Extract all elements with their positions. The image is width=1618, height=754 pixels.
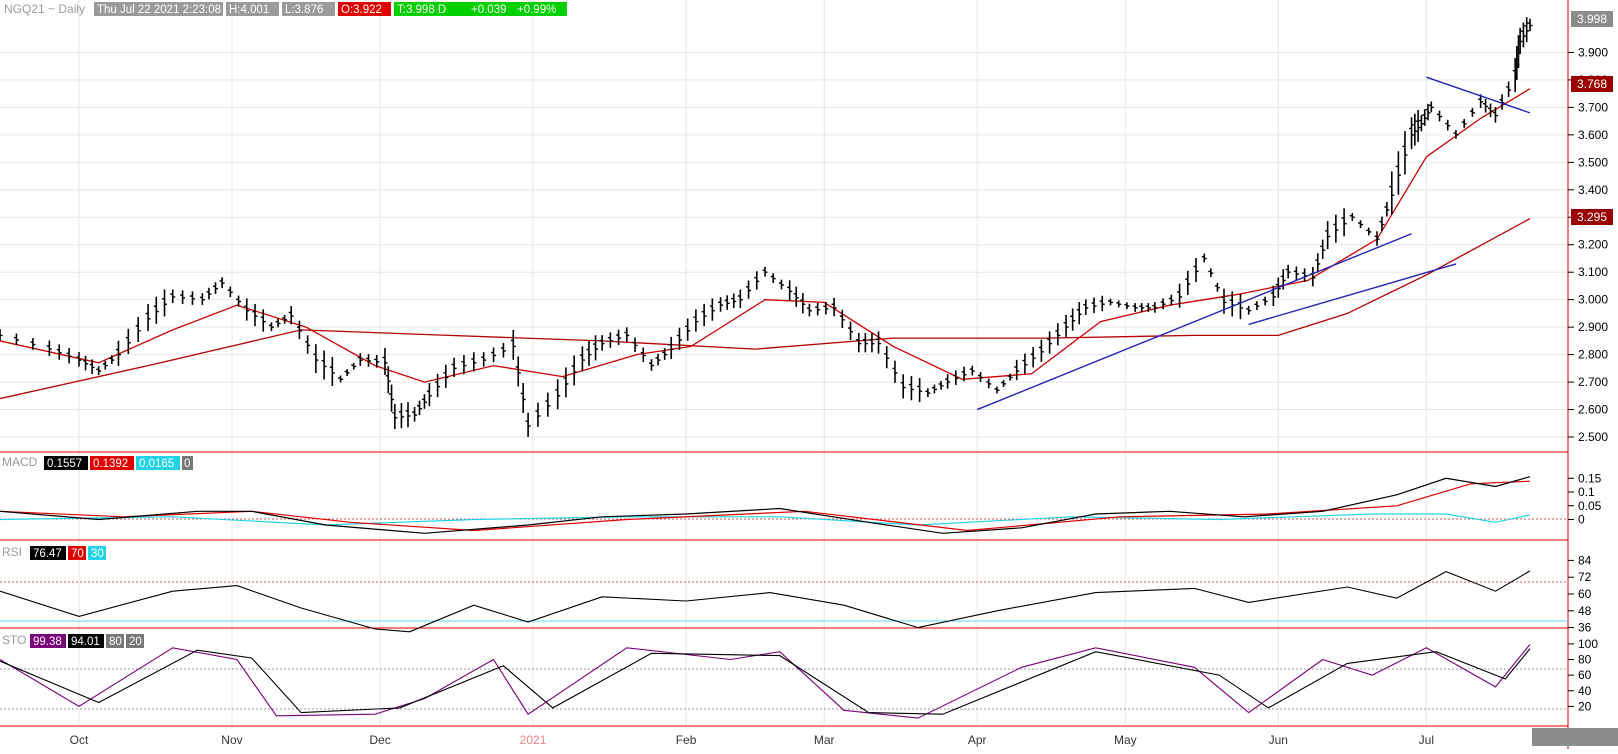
last-price-label: 3.998 [1577,12,1607,26]
ma-slow-badge: 3.295 [1571,209,1613,225]
scroll-thumb[interactable] [1532,728,1618,746]
x-tick-label: Jul [1419,733,1434,747]
price-tick-label: 3.600 [1578,128,1608,142]
pct-label: +0.99% [517,4,556,16]
sto-lower: 20 [129,636,142,648]
high-label: H:4.001 [229,4,269,16]
price-tick-label: 3.500 [1578,155,1608,169]
sto-tick-label: 80 [1578,653,1592,667]
sto-d-value: 94.01 [71,636,100,648]
price-tick-label: 3.200 [1578,238,1608,252]
sto-k-value: 99.38 [33,636,62,648]
x-tick-label: Nov [221,733,242,747]
sto-tick-label: 40 [1578,684,1592,698]
rsi-legend: RSI 76.47 70 30 [2,545,106,560]
sto-upper: 80 [109,636,122,648]
price-tick-label: 2.600 [1578,403,1608,417]
price-tick-label: 2.800 [1578,348,1608,362]
last-price-badge: 3.998 [1571,11,1613,27]
ma-fast-badge: 3.768 [1571,76,1613,92]
x-tick-label: Apr [968,733,987,747]
rsi-upper: 70 [71,548,84,560]
rsi-value: 76.47 [33,548,62,560]
rsi-tick-label: 36 [1578,621,1592,635]
datetime-label: Thu Jul 22 2021 2:23:08 PM [97,4,242,16]
macd-tick-label: 0.1 [1578,485,1595,499]
rsi-tick-label: 60 [1578,587,1592,601]
rsi-title: RSI [2,545,22,559]
price-tick-label: 2.500 [1578,430,1608,444]
x-tick-label: Jun [1269,733,1288,747]
ma-fast-badge-label: 3.768 [1577,77,1607,91]
rsi-tick-label: 72 [1578,570,1592,584]
ma-slow-badge-label: 3.295 [1577,210,1607,224]
symbol-label: NGQ21 ~ Daily [4,2,85,16]
macd-tick-label: 0 [1578,513,1585,527]
x-tick-label: May [1114,733,1137,747]
x-tick-label: Dec [369,733,390,747]
macd-legend: MACD 0.1557 0.1392 0.0165 0 [2,455,193,470]
macd-tick-label: 0.15 [1578,471,1602,485]
sto-tick-label: 20 [1578,699,1592,713]
macd-title: MACD [2,455,38,469]
sto-tick-label: 60 [1578,668,1592,682]
signal-value: 0.1392 [93,458,128,470]
price-tick-label: 3.100 [1578,265,1608,279]
price-tick-label: 3.000 [1578,293,1608,307]
rsi-tick-label: 84 [1578,553,1592,567]
macd-tick-label: 0.05 [1578,499,1602,513]
low-label: L:3.876 [285,4,323,16]
rsi-lower: 30 [91,548,104,560]
price-tick-label: 2.700 [1578,375,1608,389]
x-tick-label: Feb [676,733,697,747]
price-tick-label: 3.400 [1578,183,1608,197]
price-tick-label: 2.900 [1578,320,1608,334]
hist-value: 0.0165 [139,458,174,470]
macd-value: 0.1557 [47,458,82,470]
x-tick-label: 2021 [520,733,547,747]
sto-title: STO [2,633,26,647]
x-tick-label: Mar [814,733,835,747]
price-tick-label: 3.900 [1578,45,1608,59]
price-tick-label: 3.700 [1578,100,1608,114]
x-tick-label: Oct [70,733,89,747]
sto-legend: STO 99.38 94.01 80 20 [2,633,144,648]
change-label: +0.039 [471,4,507,16]
zero-value: 0 [184,458,190,470]
sto-tick-label: 100 [1578,637,1598,651]
rsi-tick-label: 48 [1578,604,1592,618]
open-label: O:3.922 [341,4,382,16]
tick-label: T:3.998 D [397,4,446,16]
